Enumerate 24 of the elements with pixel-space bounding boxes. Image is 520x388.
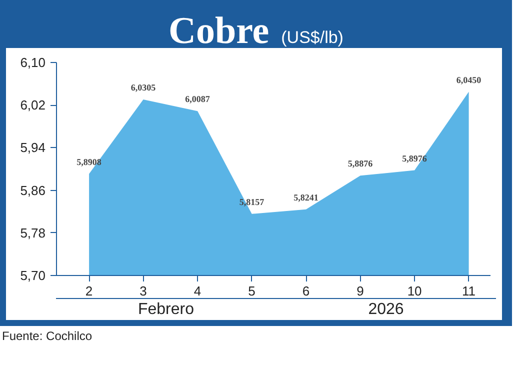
- chart-subtitle: (US$/lb): [281, 28, 344, 47]
- text: 5,8876: [348, 158, 373, 169]
- text: 6,0450: [456, 74, 482, 85]
- x-tick-label: 9: [356, 284, 364, 298]
- y-tick-label: 5,78: [20, 225, 46, 240]
- y-tick-label: 6,10: [20, 55, 46, 70]
- x-tick-label: 3: [140, 284, 147, 298]
- chart-title: Cobre: [168, 10, 270, 52]
- text: 2026: [368, 300, 404, 320]
- y-tick-label: 5,86: [20, 182, 46, 198]
- x-tick-label: 5: [248, 284, 256, 298]
- x-tick-label: 2: [85, 284, 93, 298]
- text: Febrero: [138, 300, 194, 320]
- text: 5,8241: [294, 192, 318, 202]
- x-tick-label: 4: [194, 284, 202, 298]
- y-tick-label: 5,70: [20, 268, 46, 283]
- x-tick-label: 10: [407, 284, 422, 298]
- text: 6,0305: [130, 82, 156, 93]
- text: 6,0087: [185, 94, 210, 104]
- y-tick-label: 5,94: [20, 140, 46, 156]
- source-note: Fuente: Cochilco: [2, 328, 92, 345]
- y-tick-label: 6,02: [20, 98, 46, 113]
- x-tick-label: 11: [462, 284, 476, 298]
- x-tick-label: 6: [302, 284, 310, 298]
